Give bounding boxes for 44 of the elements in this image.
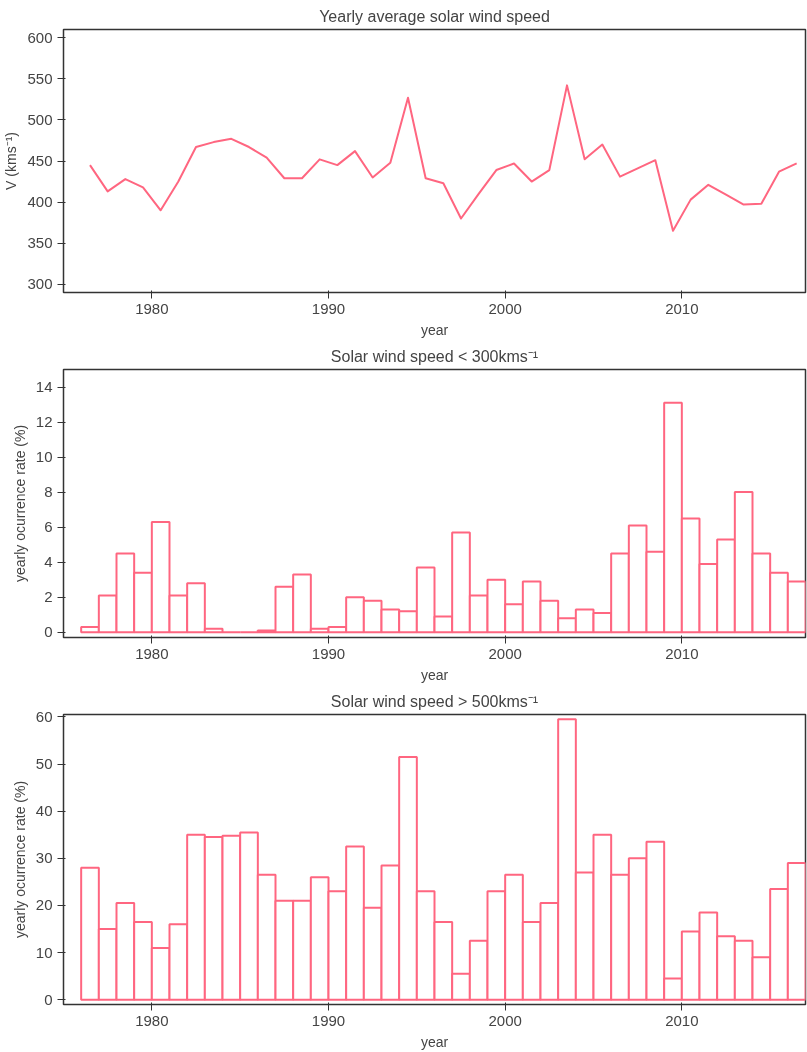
y-tick-label: 14 (35, 378, 53, 396)
x-tick-label: 2010 (665, 1011, 699, 1029)
y-tick-label: 4 (44, 553, 53, 571)
y-tick-label: 2 (44, 588, 53, 606)
y-axis-title: V (kms⁻¹) (3, 132, 20, 190)
y-tick-label: 0 (44, 623, 53, 641)
y-tick-label: 10 (35, 943, 53, 961)
x-tick-label: 1990 (311, 299, 346, 317)
x-tick-label: 1990 (311, 644, 346, 662)
y-tick-label: 6 (44, 518, 53, 536)
y-tick-label: 300 (27, 275, 53, 293)
y-tick-label: 50 (35, 755, 53, 773)
y-tick-label: 12 (35, 413, 53, 431)
y-axis-title: yearly ocurrence rate (%) (11, 780, 28, 939)
y-tick-label: 8 (44, 483, 53, 501)
y-tick-label: 400 (27, 193, 53, 211)
y-tick-label: 600 (27, 28, 53, 46)
chart-title: Solar wind speed > 500kms⁻¹ (330, 692, 539, 710)
x-tick-label: 1990 (311, 1011, 346, 1029)
y-tick-label: 40 (35, 802, 53, 820)
y-axis-title: yearly ocurrence rate (%) (11, 424, 28, 583)
x-tick-label: 2000 (488, 299, 522, 317)
x-axis-title: year (420, 321, 449, 338)
y-tick-label: 60 (35, 707, 53, 725)
x-tick-label: 1980 (135, 1011, 169, 1029)
line-series (89, 84, 798, 232)
x-axis-title: year (420, 1033, 449, 1050)
x-tick-label: 2010 (665, 299, 699, 317)
x-tick-label: 2010 (665, 644, 699, 662)
x-axis-title: year (420, 666, 449, 683)
y-tick-label: 20 (35, 896, 53, 914)
y-tick-label: 350 (27, 234, 53, 252)
y-tick-label: 30 (35, 849, 53, 867)
chart-title: Yearly average solar wind speed (319, 7, 550, 25)
y-tick-label: 0 (44, 990, 53, 1008)
x-tick-label: 2000 (488, 1011, 522, 1029)
x-tick-label: 2000 (488, 644, 522, 662)
y-tick-label: 550 (27, 69, 53, 87)
y-tick-label: 10 (35, 448, 53, 466)
x-tick-label: 1980 (135, 644, 169, 662)
y-tick-label: 450 (27, 152, 53, 169)
chart-title: Solar wind speed < 300kms⁻¹ (330, 347, 539, 365)
x-tick-label: 1980 (135, 299, 169, 317)
y-tick-label: 500 (27, 110, 53, 128)
